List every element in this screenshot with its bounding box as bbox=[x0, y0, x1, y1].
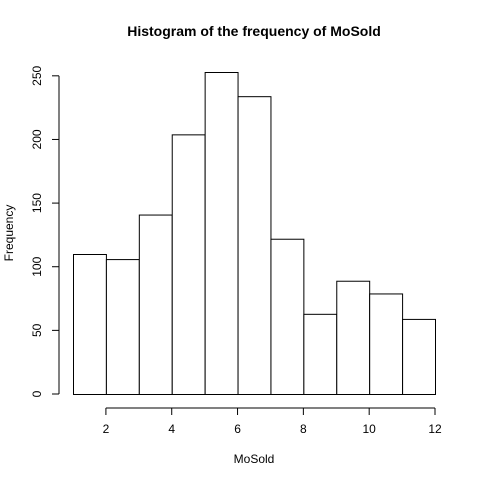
histogram-bar bbox=[73, 254, 107, 395]
y-tick-label: 250 bbox=[30, 65, 44, 85]
x-axis: 2 4 6 8 10 12 bbox=[103, 407, 442, 436]
histogram-bar bbox=[270, 238, 305, 395]
histogram-bar bbox=[171, 134, 206, 396]
y-axis-label: Frequency bbox=[2, 205, 16, 262]
bars-group bbox=[73, 72, 436, 396]
x-axis-label: MoSold bbox=[234, 452, 275, 466]
histogram-bar bbox=[237, 96, 272, 396]
y-tick-label: 0 bbox=[30, 390, 44, 397]
histogram-bar bbox=[402, 318, 436, 395]
x-tick-label: 4 bbox=[168, 422, 175, 436]
y-axis: 0 50 100 150 200 250 bbox=[30, 65, 60, 397]
x-tick-label: 12 bbox=[428, 422, 442, 436]
x-tick-label: 10 bbox=[363, 422, 377, 436]
histogram-bar bbox=[336, 280, 371, 396]
chart-title: Histogram of the frequency of MoSold bbox=[127, 23, 381, 39]
histogram-bar bbox=[138, 214, 173, 395]
histogram-bar bbox=[105, 259, 140, 395]
x-tick-label: 8 bbox=[300, 422, 307, 436]
y-tick-label: 150 bbox=[30, 193, 44, 213]
y-tick-label: 100 bbox=[30, 256, 44, 276]
x-tick-label: 6 bbox=[234, 422, 241, 436]
histogram-bar bbox=[369, 293, 404, 396]
histogram-bar bbox=[204, 72, 239, 395]
y-tick-label: 200 bbox=[30, 129, 44, 149]
y-tick-label: 50 bbox=[30, 323, 44, 337]
histogram-bar bbox=[303, 313, 338, 396]
x-tick-label: 2 bbox=[103, 422, 110, 436]
